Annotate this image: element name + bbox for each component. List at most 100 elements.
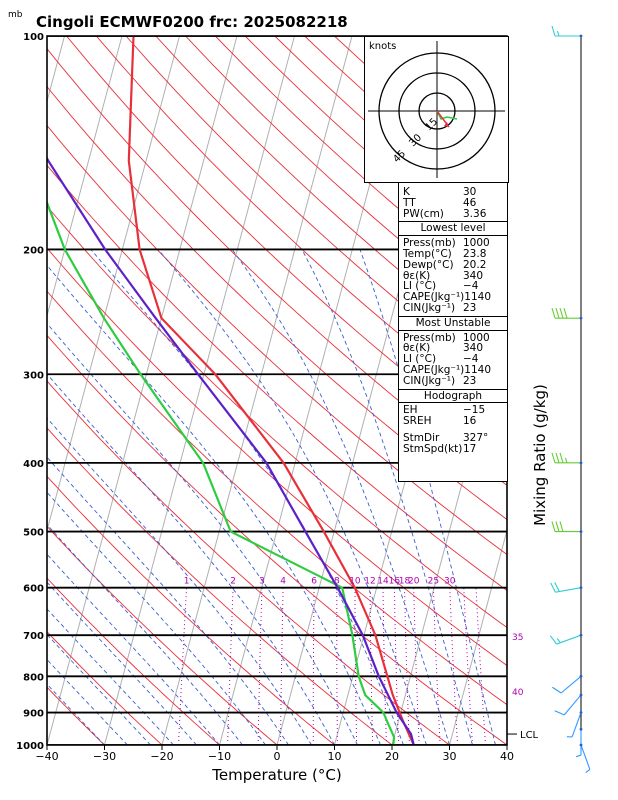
hodograph-row: EH −15 — [399, 405, 507, 416]
dry-adiabat-line — [47, 205, 507, 628]
moist-adiabat-line — [90, 249, 404, 745]
index-value: −15 — [463, 404, 486, 417]
mixing-ratio-label: 6 — [311, 577, 317, 587]
mixing-ratio-label: 4 — [280, 577, 286, 587]
hodograph-row: SREH 16 — [399, 416, 507, 427]
temperature-profile — [127, 36, 415, 745]
hodograph-row: StmDir 327° — [399, 433, 507, 444]
index-value: 23 — [463, 301, 477, 314]
dry-adiabat-line — [47, 475, 335, 745]
pressure-unit-label: mb — [8, 10, 23, 20]
isotherm-line — [47, 36, 123, 318]
dry-adiabat-line — [47, 334, 507, 745]
dry-adiabat-line — [47, 427, 393, 745]
lowest-level-row: Press(mb) 1000 — [399, 238, 507, 249]
mixing-ratio-label: 1 — [184, 577, 190, 587]
hodograph-trace — [436, 110, 458, 120]
wind-barb-flag — [563, 307, 568, 319]
wind-barb-flag — [549, 635, 558, 645]
most-unstable-row: CAPE(Jkg⁻¹) 1140 — [399, 365, 507, 376]
mixing-ratio-line — [463, 587, 473, 745]
hodograph-panel: knots 15 30 45 — [364, 36, 509, 183]
mixing-ratio-line — [312, 587, 315, 745]
moist-adiabat-line — [47, 491, 266, 745]
isotherm-line — [449, 528, 507, 745]
pressure-tick-label: 900 — [23, 709, 44, 720]
index-value: 327° — [463, 431, 489, 444]
lcl-label: LCL — [520, 730, 539, 741]
wind-barb-flag — [554, 710, 565, 716]
wind-barb-base — [579, 316, 583, 320]
index-label: θε(K) — [403, 342, 431, 355]
index-row: PW(cm) 3.36 — [399, 207, 507, 220]
chart-title: Cingoli ECMWF0200 frc: 2025082218 — [36, 13, 348, 31]
wind-barb-flag — [555, 452, 560, 464]
most-unstable-row: Press(mb) 1000 — [399, 331, 507, 344]
index-value: 1140 — [464, 363, 492, 376]
wind-barb-flag — [554, 581, 560, 592]
index-label: Press(mb) — [403, 237, 456, 250]
parcel-profile — [47, 156, 415, 745]
mixing-ratio-label: 40 — [512, 688, 524, 698]
index-value: 16 — [463, 415, 477, 428]
wind-barb — [555, 587, 582, 593]
isotherm-line — [0, 36, 7, 745]
dry-adiabat-line — [47, 380, 450, 745]
index-label: LI (°C) — [403, 280, 437, 293]
wind-barb-flag — [551, 521, 556, 532]
moist-adiabat-line — [47, 553, 220, 745]
mixing-ratio-label: 14 — [377, 577, 389, 587]
most-unstable-header: Most Unstable — [399, 315, 507, 331]
wind-barb — [580, 744, 591, 770]
wind-barb-half-flag — [556, 638, 561, 644]
dewpoint-profile — [47, 199, 396, 745]
index-value: 3.36 — [463, 207, 487, 220]
profiles — [47, 36, 415, 745]
wind-barb-base — [579, 34, 583, 38]
mixing-ratio-label: 16 — [389, 577, 401, 587]
index-value: 1140 — [464, 291, 492, 304]
isotherm-line — [161, 36, 353, 745]
mixing-ratio-label: 12 — [364, 577, 375, 587]
lowest-level-row: Temp(°C) 23.8 — [399, 249, 507, 260]
temperature-tick-label: 0 — [274, 750, 281, 763]
index-value: −4 — [463, 353, 479, 366]
index-label: StmSpd(kt) — [403, 442, 463, 455]
wind-barb-flag — [551, 452, 556, 464]
lowest-level-row: θε(K) 340 — [399, 269, 507, 282]
dry-adiabat-line — [47, 577, 220, 745]
temperature-tick-label: 30 — [443, 750, 457, 763]
index-label: Press(mb) — [403, 331, 456, 344]
lowest-level-row: CAPE(Jkg⁻¹) 1140 — [399, 292, 507, 303]
wind-barb-flag — [555, 521, 560, 532]
mixing-ratio-label: 18 — [399, 577, 411, 587]
dry-adiabat-line — [47, 124, 507, 556]
wind-barb-half-flag — [575, 754, 582, 758]
mixing-ratio-label: 35 — [512, 633, 523, 643]
index-value: 23.8 — [463, 247, 487, 260]
dry-adiabat-line — [47, 631, 163, 745]
wind-barb-flag — [551, 307, 556, 319]
index-label: θε(K) — [403, 269, 431, 282]
index-value: −4 — [463, 280, 479, 293]
index-value: 1000 — [463, 237, 490, 250]
mixing-ratio-label: 8 — [334, 577, 340, 587]
storm-motion-arrowhead — [444, 122, 449, 127]
hodograph-header: Hodograph — [399, 388, 507, 404]
wind-barb-flag — [550, 582, 556, 593]
pressure-tick-label: 200 — [23, 245, 44, 256]
lowest-level-row: Dewp(°C) 20.2 — [399, 258, 507, 271]
index-value: 20.2 — [463, 258, 487, 271]
wind-barb-flag — [559, 307, 564, 319]
index-label: SREH — [403, 415, 432, 428]
index-value: 46 — [463, 196, 477, 209]
index-label: CIN(Jkg⁻¹) — [403, 374, 456, 387]
index-label: Temp(°C) — [403, 247, 452, 260]
wind-barb-flag — [559, 452, 564, 464]
dry-adiabat-line — [47, 247, 507, 667]
wind-barb-flag — [551, 25, 556, 37]
moist-adiabat-line — [47, 608, 174, 745]
mixing-ratio-label: 30 — [444, 577, 456, 587]
wind-barb-flag — [559, 521, 564, 532]
